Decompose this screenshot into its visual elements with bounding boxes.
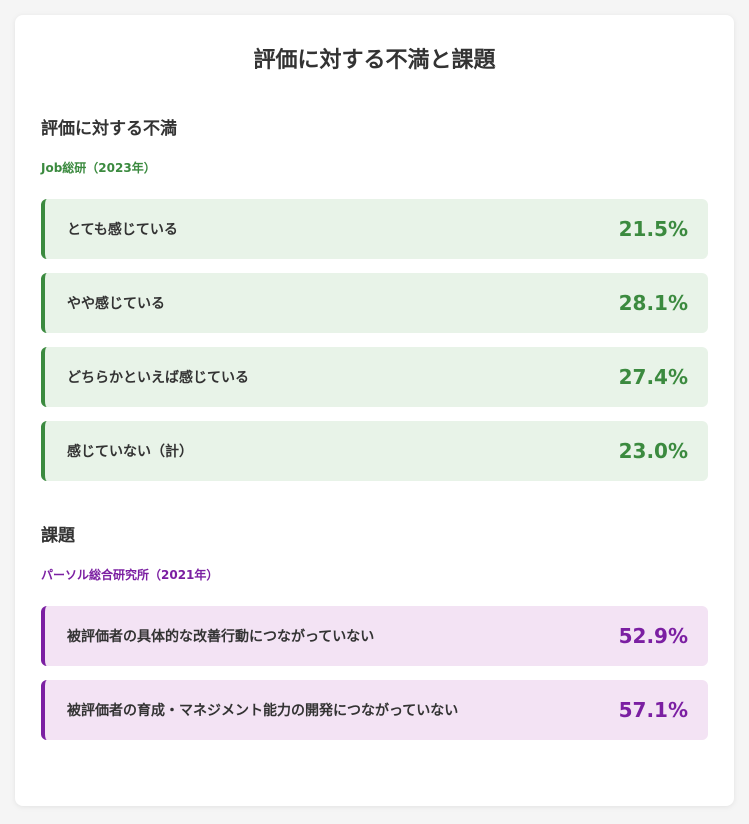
- stat-card: 被評価者の育成・マネジメント能力の開発につながっていない 57.1%: [41, 680, 708, 740]
- stat-value: 57.1%: [618, 698, 688, 722]
- page-title: 評価に対する不満と課題: [253, 48, 496, 73]
- stat-label: 被評価者の具体的な改善行動につながっていない: [67, 629, 375, 645]
- stat-value: 52.9%: [618, 624, 688, 648]
- section-source-dissatisfaction: Job総研（2023年）: [41, 161, 156, 175]
- stat-value: 23.0%: [618, 439, 688, 463]
- stat-label: とても感じている: [67, 222, 178, 238]
- stat-card: やや感じている 28.1%: [41, 273, 708, 333]
- stat-value: 27.4%: [618, 365, 688, 389]
- stat-card: 感じていない（計） 23.0%: [41, 421, 708, 481]
- section-source-issues: パーソル総合研究所（2021年）: [41, 568, 219, 582]
- section-title-issues: 課題: [41, 526, 75, 546]
- stat-value: 28.1%: [618, 291, 688, 315]
- stat-card: 被評価者の具体的な改善行動につながっていない 52.9%: [41, 606, 708, 666]
- content-card: 評価に対する不満と課題 評価に対する不満 Job総研（2023年） とても感じて…: [15, 15, 734, 806]
- stat-card: どちらかといえば感じている 27.4%: [41, 347, 708, 407]
- stat-label: 被評価者の育成・マネジメント能力の開発につながっていない: [67, 703, 459, 719]
- section-title-dissatisfaction: 評価に対する不満: [41, 119, 177, 139]
- stat-label: やや感じている: [67, 296, 165, 312]
- stat-label: どちらかといえば感じている: [67, 370, 249, 386]
- stat-value: 21.5%: [618, 217, 688, 241]
- stat-card: とても感じている 21.5%: [41, 199, 708, 259]
- stat-label: 感じていない（計）: [67, 444, 193, 460]
